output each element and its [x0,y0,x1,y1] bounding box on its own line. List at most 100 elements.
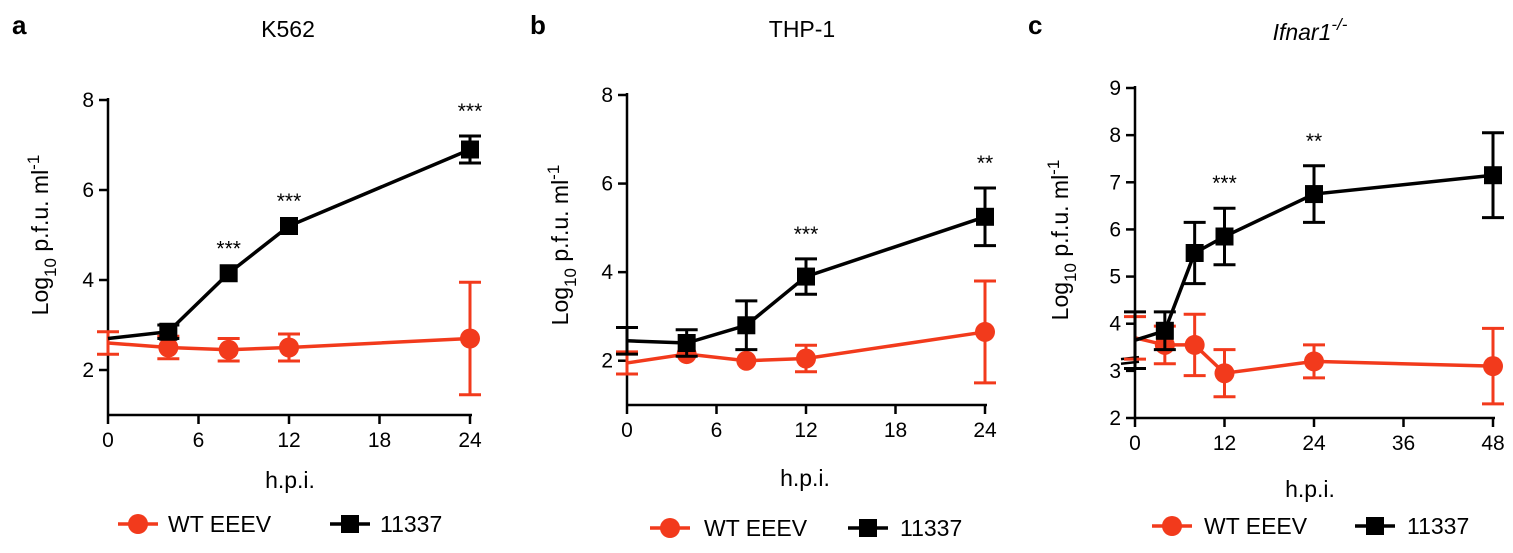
panel-b-mutant-point [797,267,815,286]
panel-c-ytick-label: 4 [1109,313,1121,336]
panel-c: c Ifnar1-/- Log10 p.f.u. ml-1 h.p.i. 0 12… [1028,10,1505,539]
panel-b-ylabel-sub: 10 [561,268,580,287]
panel-a-ylabel-sub: 10 [41,258,60,277]
panel-c-mutant-point [1305,185,1323,204]
panel-c-wt-point [1184,334,1205,355]
panel-a-legend-mut-marker [341,515,359,533]
panel-b-ytick-label: 6 [601,173,613,196]
panel-letter-c: c [1028,10,1042,40]
panel-a-xtick-label: 18 [368,429,391,452]
panel-a-xlabel: h.p.i. [265,467,315,493]
panel-b-legend-mut-label: 11337 [900,515,962,541]
panel-b-significance: *** [794,223,819,246]
panel-b-ylabel-sup: -1 [544,165,563,180]
panel-c-wt-point [1304,351,1324,372]
panel-b-legend: WT EEEV 11337 [650,515,962,541]
panel-c-mutant-point [1215,227,1234,246]
panel-b-mutant-point [976,207,994,226]
panel-a-ylabel-main: Log [27,277,53,315]
panel-c-significance: ** [1306,130,1322,153]
panel-b-legend-mut-marker [859,519,877,537]
panel-a-xtick-label: 24 [458,429,482,452]
panel-a-wt-point [460,328,480,349]
panel-b-significance: ** [977,152,993,175]
panel-c-ylabel-main: Log [1047,282,1073,320]
panel-c-ytick-label: 6 [1109,218,1121,241]
panel-b-wt-point [796,348,816,369]
panel-c-ytick-label: 8 [1109,124,1121,147]
panel-b-ylabel: Log10 p.f.u. ml-1 [544,165,580,326]
panel-a-wt-point [279,337,299,358]
panel-letter-b: b [530,10,546,40]
panel-c-mutant-point [1155,321,1174,340]
panel-b-xtick-label: 18 [884,419,907,442]
panel-a-legend: WT EEEV 11337 [118,511,442,537]
panel-c-xtick-label: 12 [1213,432,1236,455]
panel-c-ytick-label: 3 [1109,360,1121,383]
panel-b-legend-wt-label: WT EEEV [704,515,808,541]
panel-a-ytick-label: 2 [82,359,94,382]
panel-a-significance: *** [458,100,483,123]
panel-c-significance: *** [1212,172,1237,195]
panel-c-legend-wt-label: WT EEEV [1204,513,1308,539]
panel-b-ylabel-unit: p.f.u. ml [547,180,573,268]
panel-b-xtick-label: 12 [794,419,817,442]
panel-b-xtick-label: 24 [973,419,997,442]
panel-a-xtick-label: 6 [193,429,205,452]
panel-c-xtick-label: 0 [1129,432,1141,455]
panel-a-legend-mut-label: 11337 [380,511,442,537]
panel-a-ytick-label: 6 [82,179,94,202]
panel-a-mutant-point [219,264,238,283]
panel-c-ylabel-sup: -1 [1044,160,1063,175]
panel-b-legend-wt-marker [660,518,680,538]
panel-a-wt-point [218,339,239,360]
panel-b-ylabel-main: Log [547,287,573,325]
panel-a-mutant-point [159,322,178,341]
panel-b-wt-point [736,350,757,371]
panel-c-wt-point [1483,356,1503,377]
panel-c-ytick-label: 9 [1109,77,1121,100]
panel-a-title: K562 [261,16,315,42]
panel-a-mutant-point [280,217,298,235]
panel-b-ytick-label: 2 [601,350,613,373]
panel-a-mutant-line [107,147,471,341]
panel-c-xtick-label: 36 [1392,432,1415,455]
panel-c-mutant-point [1484,166,1502,185]
panel-c-mutant-point [1185,244,1204,262]
panel-a-legend-wt-label: WT EEEV [168,511,272,537]
panel-a-legend-wt-marker [128,514,148,534]
panel-a-mutant-point [461,140,479,159]
panel-a-significance: *** [277,190,302,213]
panel-c-ytick-label: 5 [1109,266,1121,289]
panel-a-ytick-label: 4 [82,269,94,292]
panel-c-ylabel-unit: p.f.u. ml [1047,175,1073,263]
panel-c-ylabel-sub: 10 [1061,263,1080,282]
panel-a-xtick-label: 0 [102,429,114,452]
panel-a-ylabel: Log10 p.f.u. ml-1 [24,155,60,316]
panel-a-xtick-label: 12 [277,429,300,452]
panel-a-ytick-label: 8 [82,89,94,112]
panel-b-title: THP-1 [769,16,835,42]
panel-c-legend-wt-marker [1162,516,1182,536]
panel-b: b THP-1 Log10 p.f.u. ml-1 h.p.i. 0 6 12 18 2… [530,10,997,541]
panel-a-significance: *** [216,237,241,260]
panel-b-xtick-label: 0 [621,419,633,442]
panel-c-xtick-label: 24 [1302,432,1326,455]
panel-a: a K562 Log10 p.f.u. ml-1 h.p.i. 0 6 12 18 24… [12,10,482,537]
panel-b-wt-point [975,321,995,342]
panel-c-title-main: Ifnar1 [1273,19,1332,45]
panel-c-ytick-label: 7 [1109,171,1121,194]
panel-b-mutant-point [737,316,756,335]
panel-b-xlabel: h.p.i. [780,465,830,491]
panel-b-mutant-point [677,334,696,352]
panel-c-title: Ifnar1-/- [1273,15,1348,45]
panel-c-xlabel: h.p.i. [1285,476,1335,502]
panel-c-legend-mut-label: 11337 [1407,513,1469,539]
panel-c-wt-point [1214,363,1235,384]
panel-c-xtick-label: 48 [1481,432,1504,455]
panel-a-wt-point [158,337,179,358]
panel-c-legend-mut-marker [1366,517,1384,535]
